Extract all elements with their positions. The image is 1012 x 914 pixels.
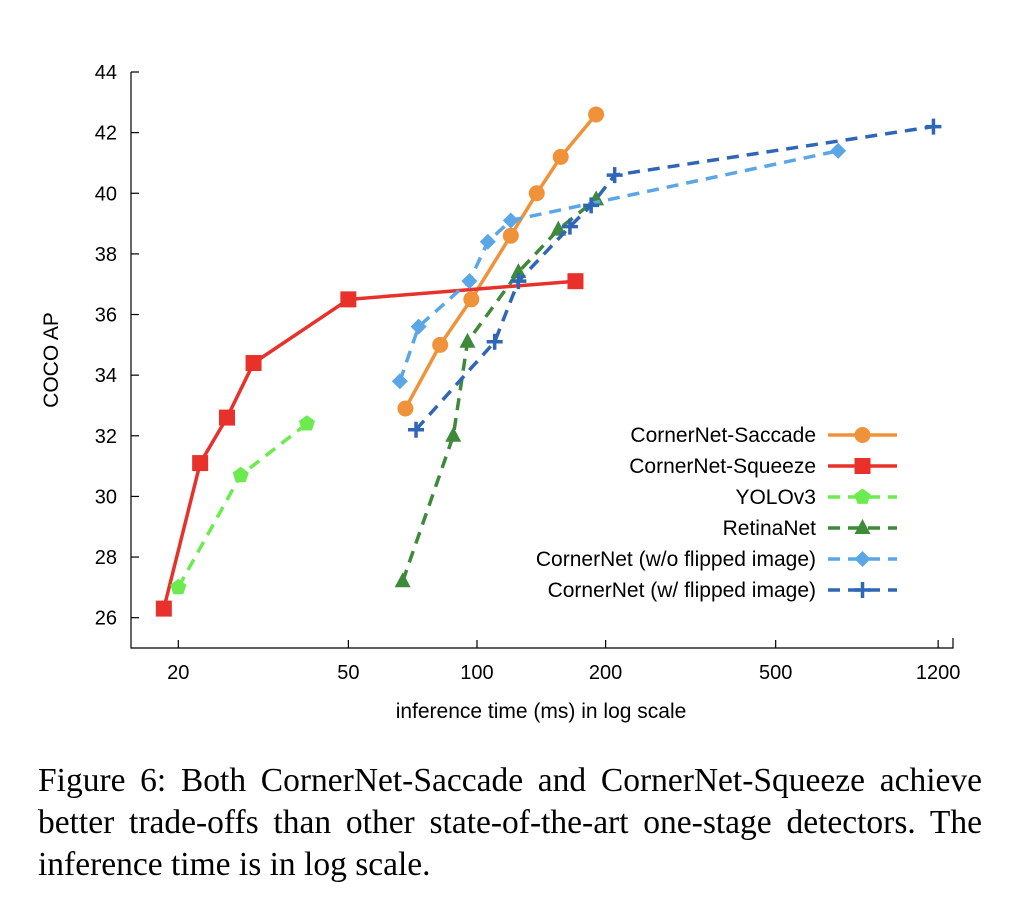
data-point xyxy=(561,218,578,235)
series-line xyxy=(401,197,598,582)
data-point xyxy=(170,578,187,595)
data-point xyxy=(550,220,567,236)
series-line xyxy=(398,149,839,382)
y-tick-label: 34 xyxy=(95,365,117,387)
data-point xyxy=(432,336,449,353)
data-point xyxy=(245,355,262,372)
series-0 xyxy=(397,106,605,417)
legend-label: CornerNet-Saccade xyxy=(630,424,816,447)
data-point xyxy=(232,466,249,483)
series-layer xyxy=(155,106,942,617)
series-line xyxy=(414,124,934,431)
y-tick-label: 36 xyxy=(95,305,117,327)
y-tick-label: 44 xyxy=(95,62,117,84)
data-point xyxy=(463,291,480,308)
legend-entry: CornerNet (w/o flipped image) xyxy=(536,548,897,571)
x-tick-label: 20 xyxy=(167,662,189,684)
legend-swatch-marker xyxy=(854,458,871,474)
x-tick-label: 200 xyxy=(589,662,622,684)
y-tick-label: 42 xyxy=(95,123,117,145)
data-point xyxy=(410,318,427,335)
data-point xyxy=(830,142,847,159)
data-point xyxy=(459,332,476,348)
series-1 xyxy=(155,273,584,617)
data-point xyxy=(502,212,519,229)
data-point xyxy=(340,291,357,308)
data-point xyxy=(479,233,496,250)
legend-entry: CornerNet-Saccade xyxy=(630,424,897,447)
legend-label: RetinaNet xyxy=(723,517,817,540)
data-point xyxy=(528,185,545,202)
y-tick-label: 40 xyxy=(95,183,117,205)
x-tick-label: 50 xyxy=(337,662,359,684)
series-2 xyxy=(170,415,315,595)
legend-label: CornerNet-Squeeze xyxy=(629,455,816,478)
series-line xyxy=(162,279,576,610)
y-axis-label: COCO AP xyxy=(40,312,63,408)
legend-swatch-marker xyxy=(854,427,871,443)
legend-swatch-marker xyxy=(854,582,871,598)
data-point xyxy=(510,273,527,290)
legend-entry: YOLOv3 xyxy=(735,486,897,509)
axes: 26 28 30 32 34 36 38 40 42 44 20 50 100 200 500 1200 xyxy=(95,62,961,684)
data-point xyxy=(461,273,478,290)
data-point xyxy=(192,455,209,472)
series-3 xyxy=(394,190,605,588)
x-tick-label: 500 xyxy=(759,662,792,684)
data-point xyxy=(391,373,408,390)
x-tick-label: 100 xyxy=(460,662,493,684)
legend-entry: RetinaNet xyxy=(723,517,897,540)
legend-entry: CornerNet (w/ flipped image) xyxy=(548,579,897,602)
y-tick-label: 32 xyxy=(95,426,117,448)
legend-swatch-marker xyxy=(854,551,871,567)
data-point xyxy=(218,409,235,426)
axis-frame xyxy=(130,72,954,649)
legend-swatch-marker xyxy=(854,488,871,504)
x-tick-label: 1200 xyxy=(916,662,961,684)
legend-label: YOLOv3 xyxy=(735,486,816,509)
data-point xyxy=(155,600,172,617)
data-point xyxy=(588,106,605,123)
data-point xyxy=(567,273,584,290)
legend-swatch-marker xyxy=(854,519,871,534)
y-tick-label: 38 xyxy=(95,244,117,266)
data-point xyxy=(408,421,425,438)
legend: CornerNet-Saccade CornerNet-Squeeze YOLOv3… xyxy=(536,424,897,602)
legend-entry: CornerNet-Squeeze xyxy=(629,455,897,478)
data-point xyxy=(502,227,519,244)
data-point xyxy=(925,118,942,135)
figure-caption: Figure 6: Both CornerNet-Saccade and Cor… xyxy=(38,762,982,883)
chart: 26 28 30 32 34 36 38 40 42 44 20 50 100 200 500 1200 Co… xyxy=(40,62,961,723)
y-tick-label: 26 xyxy=(95,608,117,630)
data-point xyxy=(552,148,569,165)
series-5 xyxy=(408,118,942,438)
data-point xyxy=(583,197,600,214)
data-point xyxy=(486,333,503,350)
legend-label: CornerNet (w/ flipped image) xyxy=(548,579,816,602)
data-point xyxy=(397,400,414,417)
x-axis-label: inference time (ms) in log scale xyxy=(396,700,687,723)
data-point xyxy=(445,426,462,442)
data-point xyxy=(606,167,623,184)
legend-label: CornerNet (w/o flipped image) xyxy=(536,548,816,571)
data-point xyxy=(394,572,411,588)
y-tick-label: 28 xyxy=(95,547,117,569)
data-point xyxy=(298,415,315,431)
series-4 xyxy=(391,142,847,390)
y-tick-label: 30 xyxy=(95,486,117,508)
series-line xyxy=(176,422,308,589)
data-point xyxy=(510,263,527,279)
